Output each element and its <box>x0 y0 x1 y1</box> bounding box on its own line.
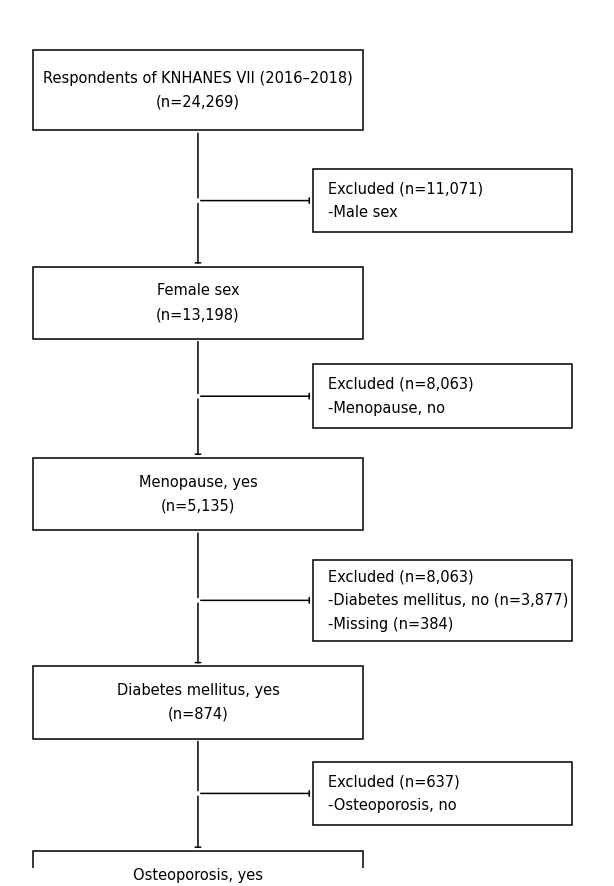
Bar <box>33 458 363 530</box>
Bar <box>313 364 572 428</box>
Text: Female sex: Female sex <box>157 284 239 299</box>
Text: (n=874): (n=874) <box>168 707 228 722</box>
Bar <box>33 267 363 338</box>
Text: -Missing (n=384): -Missing (n=384) <box>328 617 453 632</box>
Text: Excluded (n=11,071): Excluded (n=11,071) <box>328 181 483 196</box>
Text: Excluded (n=8,063): Excluded (n=8,063) <box>328 377 473 392</box>
Text: Excluded (n=637): Excluded (n=637) <box>328 774 459 789</box>
Text: Respondents of KNHANES VII (2016–2018): Respondents of KNHANES VII (2016–2018) <box>43 71 353 86</box>
Text: Osteoporosis, yes: Osteoporosis, yes <box>133 867 263 882</box>
Text: (n=13,198): (n=13,198) <box>156 307 239 323</box>
Bar <box>33 666 363 739</box>
Bar <box>313 560 572 641</box>
Text: Excluded (n=8,063): Excluded (n=8,063) <box>328 569 473 584</box>
Bar <box>33 851 363 886</box>
Text: -Osteoporosis, no: -Osteoporosis, no <box>328 797 456 812</box>
Text: -Male sex: -Male sex <box>328 205 397 220</box>
Bar <box>313 168 572 232</box>
Text: Menopause, yes: Menopause, yes <box>139 475 257 490</box>
Text: -Diabetes mellitus, no (n=3,877): -Diabetes mellitus, no (n=3,877) <box>328 593 568 608</box>
Text: (n=24,269): (n=24,269) <box>156 95 240 110</box>
Bar <box>313 762 572 826</box>
Text: (n=5,135): (n=5,135) <box>161 499 235 514</box>
Text: -Menopause, no: -Menopause, no <box>328 400 445 416</box>
Bar <box>33 50 363 130</box>
Text: Diabetes mellitus, yes: Diabetes mellitus, yes <box>117 683 279 698</box>
